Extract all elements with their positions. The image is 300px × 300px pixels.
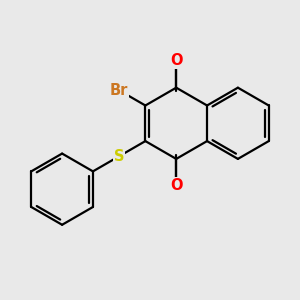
Text: O: O <box>170 53 182 68</box>
Text: O: O <box>170 178 182 193</box>
Text: Br: Br <box>110 83 128 98</box>
Text: O: O <box>170 178 182 193</box>
Text: Br: Br <box>110 83 128 98</box>
Text: O: O <box>170 53 182 68</box>
Text: S: S <box>114 149 124 164</box>
Text: S: S <box>114 149 124 164</box>
